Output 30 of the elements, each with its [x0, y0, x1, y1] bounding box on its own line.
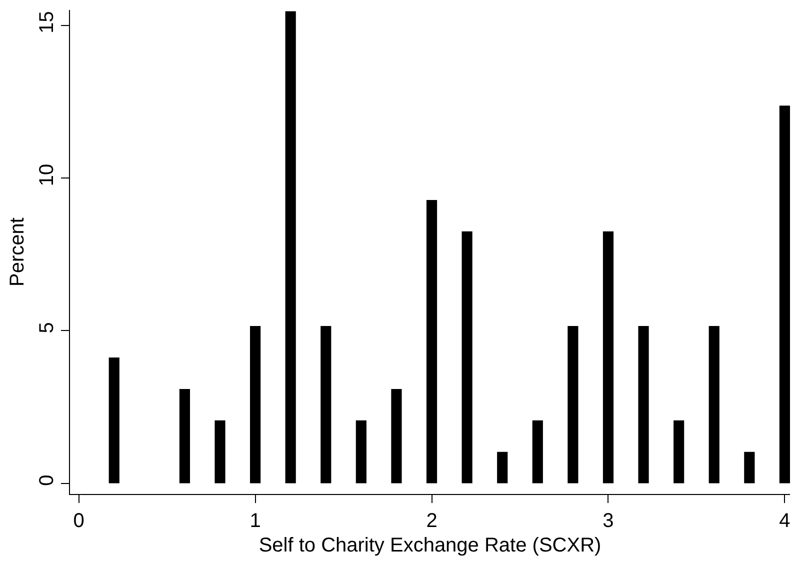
y-tick-label: 5	[36, 322, 58, 334]
x-tick-label: 2	[426, 510, 438, 532]
x-tick-label: 3	[602, 510, 614, 532]
bar	[250, 326, 261, 484]
x-tick-label: 1	[250, 510, 261, 532]
bar	[108, 358, 120, 484]
bar	[426, 200, 438, 484]
bar	[391, 388, 402, 484]
bar	[285, 11, 296, 484]
bar	[568, 326, 578, 484]
bar	[602, 231, 614, 484]
bar	[708, 326, 720, 484]
bar	[356, 420, 366, 484]
bar	[744, 452, 755, 484]
bar	[779, 106, 790, 484]
bar	[638, 326, 649, 484]
x-axis-title: Self to Charity Exchange Rate (SCXR)	[258, 534, 602, 556]
y-tick-label: 10	[36, 164, 58, 186]
x-tick-label: 4	[779, 510, 790, 532]
bar	[462, 231, 472, 484]
bar	[532, 420, 543, 484]
bar	[214, 420, 226, 484]
y-tick-label: 0	[36, 474, 58, 486]
bar	[320, 326, 332, 484]
y-tick-label: 15	[36, 11, 58, 34]
bar	[674, 420, 684, 484]
bar	[179, 388, 190, 484]
y-axis-title: Percent	[6, 217, 28, 286]
bar	[497, 452, 508, 484]
x-tick-label: 0	[73, 510, 84, 532]
